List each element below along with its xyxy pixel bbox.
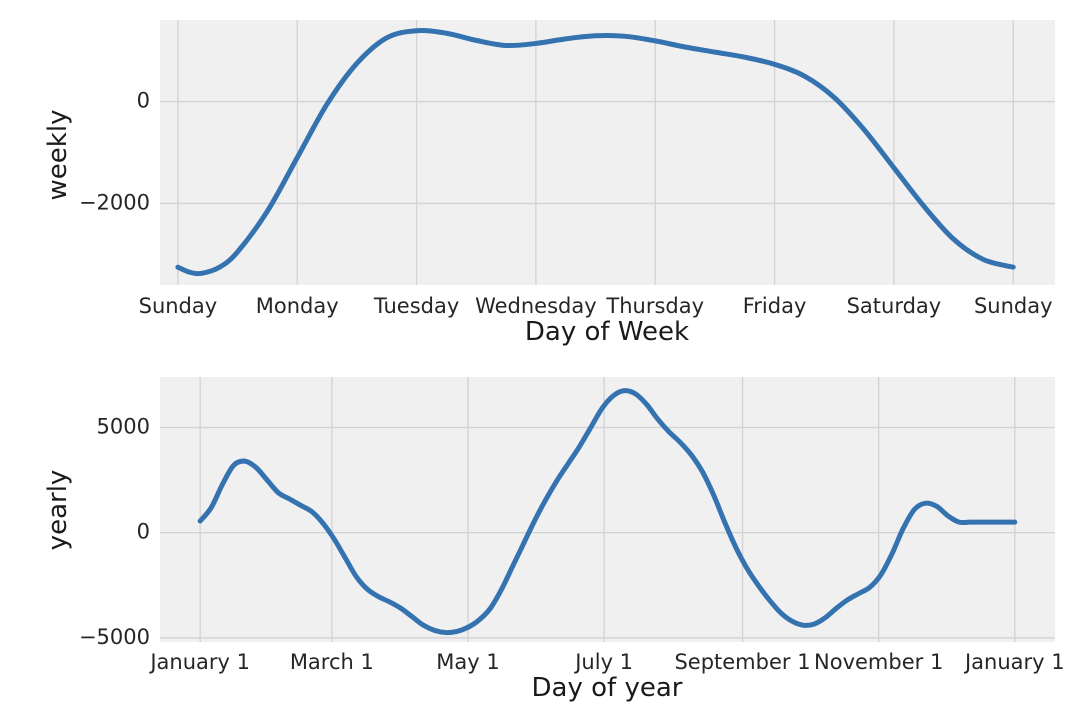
yearly-series-line [197,388,1018,636]
x-tick-label: January 1 [963,650,1065,674]
y-tick-label: 0 [137,520,150,544]
x-tick-label: Sunday [139,294,218,318]
x-tick-label: Tuesday [373,294,459,318]
yearly-x-axis-label: Day of year [532,673,683,703]
weekly-plot-area [160,20,1055,285]
yearly-panel: January 1 March 1 May 1 July 1 September 1 No… [43,377,1065,703]
weekly-y-tick-labels: 0 −2000 [79,89,150,215]
weekly-series-line [175,28,1016,277]
x-tick-label: November 1 [814,650,943,674]
x-tick-label: May 1 [436,650,499,674]
x-tick-label: March 1 [290,650,374,674]
y-tick-label: −2000 [79,190,150,214]
yearly-grid [160,377,1055,642]
weekly-y-axis-label: weekly [43,110,73,201]
x-tick-label: Saturday [847,294,942,318]
weekly-x-tick-labels: Sunday Monday Tuesday Wednesday Thursday Frid… [139,294,1053,318]
x-tick-label: Thursday [605,294,704,318]
yearly-plot-area [160,377,1055,642]
y-tick-label: 0 [137,89,150,113]
yearly-y-axis-label: yearly [43,470,73,551]
weekly-x-axis-label: Day of Week [525,317,689,347]
yearly-y-tick-labels: 5000 0 −5000 [79,414,150,648]
x-tick-label: Monday [256,294,339,318]
x-tick-label: January 1 [148,650,250,674]
x-tick-label: September 1 [674,650,810,674]
x-tick-label: Friday [743,294,807,318]
y-tick-label: 5000 [97,414,150,438]
x-tick-label: Wednesday [475,294,597,318]
y-tick-label: −5000 [79,625,150,649]
x-tick-label: Sunday [974,294,1053,318]
x-tick-label: July 1 [573,650,633,674]
yearly-x-tick-labels: January 1 March 1 May 1 July 1 September 1 No… [148,650,1064,674]
weekly-panel: Sunday Monday Tuesday Wednesday Thursday Frid… [43,20,1055,347]
